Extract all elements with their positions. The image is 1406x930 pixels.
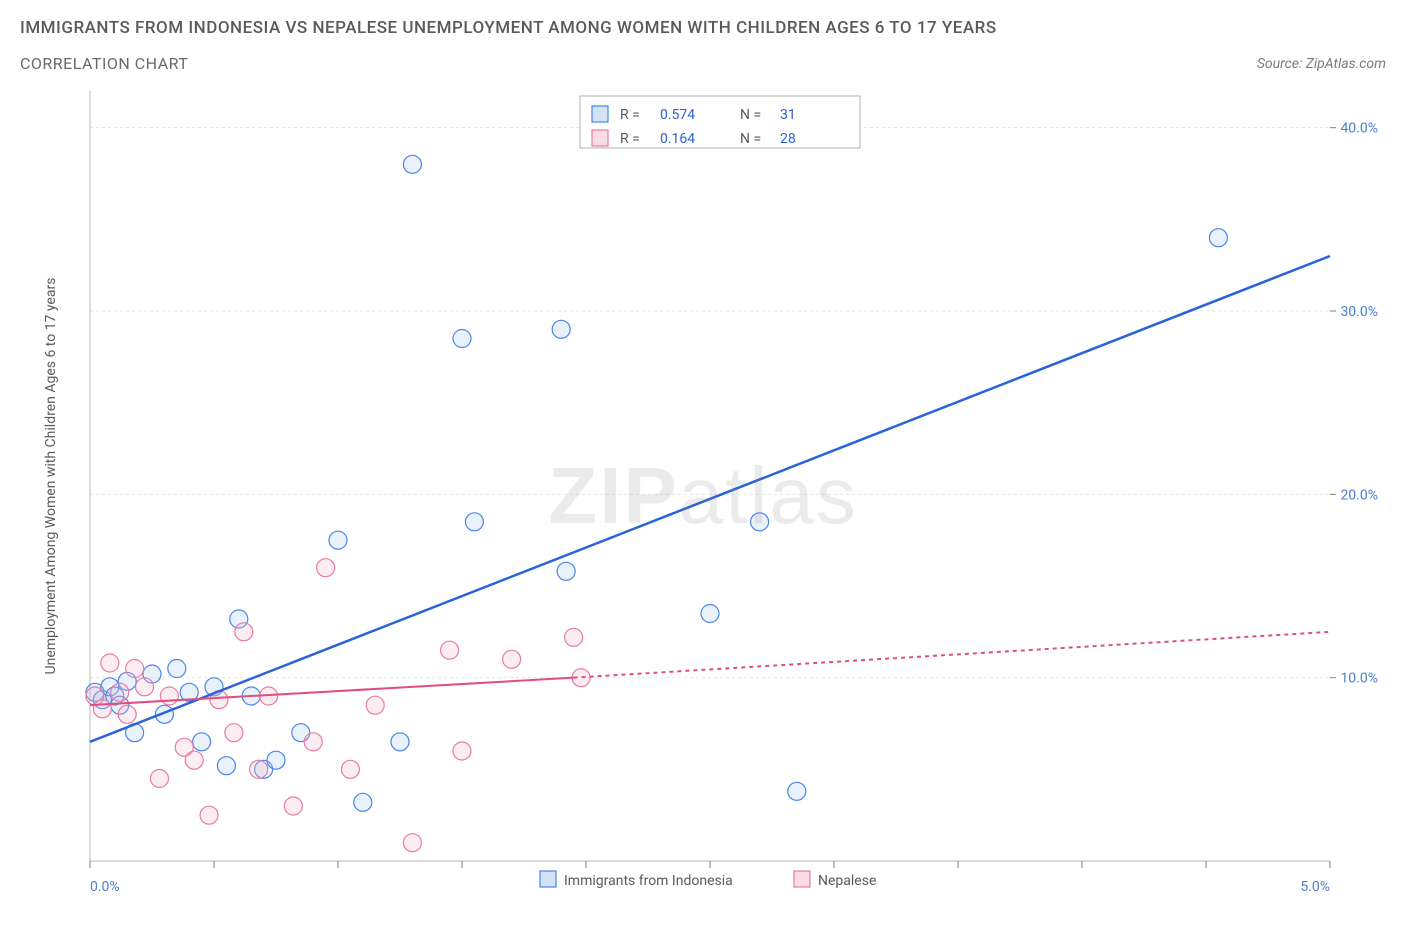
correlation-scatter-chart: 0.0% 5.0% 10.0% 20.0% 30.0% 40.0% Unemployment… <box>20 81 1390 911</box>
svg-text:5.0%: 5.0% <box>1300 879 1330 895</box>
svg-text:R =: R = <box>620 131 640 147</box>
source-name: ZipAtlas.com <box>1306 56 1386 72</box>
chart-container: 0.0% 5.0% 10.0% 20.0% 30.0% 40.0% Unemployment… <box>20 81 1386 911</box>
svg-text:Immigrants from Indonesia: Immigrants from Indonesia <box>564 873 733 889</box>
svg-text:Unemployment Among Women with: Unemployment Among Women with Children A… <box>43 278 59 675</box>
svg-text:28: 28 <box>780 131 796 147</box>
svg-text:20.0%: 20.0% <box>1340 487 1378 503</box>
svg-text:30.0%: 30.0% <box>1340 304 1378 320</box>
chart-title: IMMIGRANTS FROM INDONESIA VS NEPALESE UN… <box>20 18 1396 38</box>
svg-text:N =: N = <box>740 107 761 123</box>
svg-text:0.574: 0.574 <box>660 107 695 123</box>
svg-text:31: 31 <box>780 107 796 123</box>
source-attribution: Source: ZipAtlas.com <box>1257 56 1386 72</box>
svg-text:R =: R = <box>620 107 640 123</box>
svg-text:10.0%: 10.0% <box>1340 671 1378 687</box>
svg-text:Nepalese: Nepalese <box>818 873 876 889</box>
source-prefix: Source: <box>1257 56 1306 72</box>
svg-text:0.164: 0.164 <box>660 131 695 147</box>
subtitle-row: CORRELATION CHART Source: ZipAtlas.com <box>20 54 1386 73</box>
svg-text:0.0%: 0.0% <box>90 879 120 895</box>
chart-subtitle: CORRELATION CHART <box>20 54 188 73</box>
svg-text:N =: N = <box>740 131 761 147</box>
svg-text:40.0%: 40.0% <box>1340 121 1378 137</box>
